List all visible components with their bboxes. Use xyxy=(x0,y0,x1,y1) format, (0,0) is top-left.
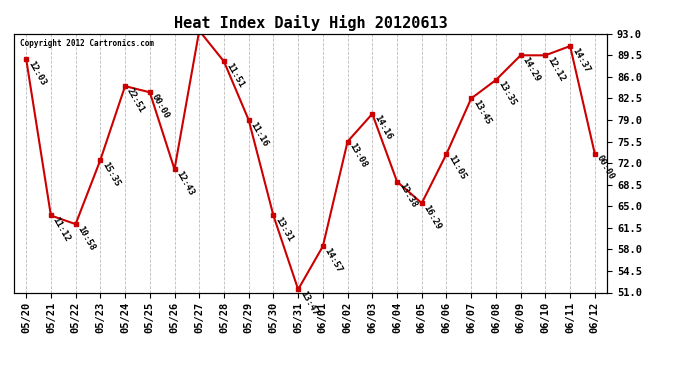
Text: 14:29: 14:29 xyxy=(521,56,542,83)
Text: 13:31: 13:31 xyxy=(273,216,295,243)
Text: 11:51: 11:51 xyxy=(224,62,245,89)
Text: 13:38: 13:38 xyxy=(397,182,418,209)
Text: 13:35: 13:35 xyxy=(496,80,518,108)
Text: 14:37: 14:37 xyxy=(570,46,591,74)
Text: 14:57: 14:57 xyxy=(323,246,344,274)
Title: Heat Index Daily High 20120613: Heat Index Daily High 20120613 xyxy=(174,15,447,31)
Text: 22:51: 22:51 xyxy=(125,86,146,114)
Text: 16:29: 16:29 xyxy=(422,203,443,231)
Text: 14:16: 14:16 xyxy=(373,114,393,142)
Text: 00:00: 00:00 xyxy=(595,154,616,182)
Text: 12:03: 12:03 xyxy=(26,59,48,87)
Text: 12:12: 12:12 xyxy=(545,56,566,83)
Text: 13:47: 13:47 xyxy=(298,290,319,317)
Text: 00:00: 00:00 xyxy=(150,92,171,120)
Text: 10:58: 10:58 xyxy=(76,224,97,252)
Text: 13:33: 13:33 xyxy=(0,374,1,375)
Text: 11:16: 11:16 xyxy=(248,120,270,148)
Text: 13:45: 13:45 xyxy=(471,99,493,126)
Text: 15:35: 15:35 xyxy=(100,160,121,188)
Text: 11:12: 11:12 xyxy=(51,216,72,243)
Text: 12:43: 12:43 xyxy=(175,169,196,197)
Text: 13:08: 13:08 xyxy=(348,142,369,170)
Text: 11:05: 11:05 xyxy=(446,154,468,182)
Text: Copyright 2012 Cartronics.com: Copyright 2012 Cartronics.com xyxy=(20,39,154,48)
